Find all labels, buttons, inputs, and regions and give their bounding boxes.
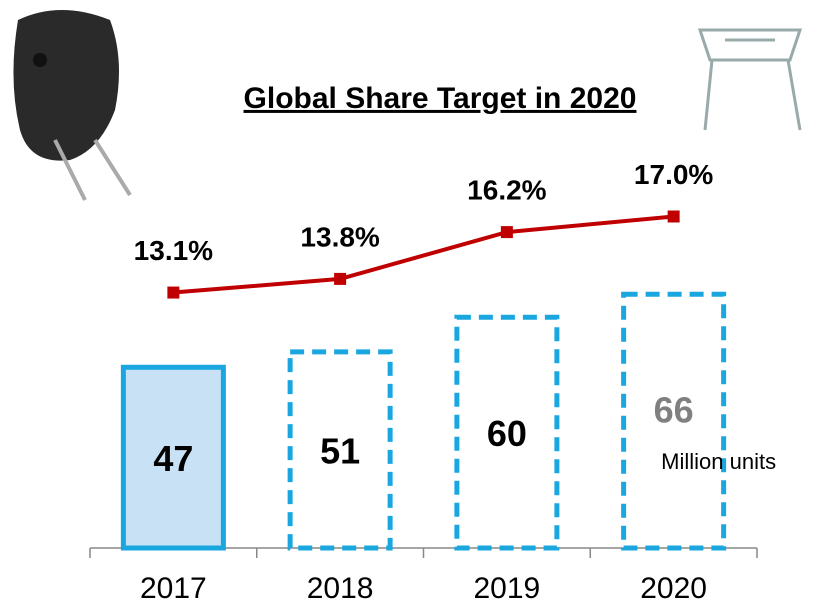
- line: [173, 214, 674, 295]
- bar: [120, 364, 226, 551]
- chart-title: Global Share Target in 2020: [244, 82, 637, 115]
- frame-image: [697, 28, 803, 131]
- unit-annotation: Million units: [661, 449, 776, 474]
- x-tick-label: 2017: [140, 572, 207, 605]
- headrest-image: [13, 10, 132, 201]
- bar-value-label: 66: [654, 390, 694, 431]
- bar-value-label: 51: [320, 430, 360, 471]
- line-marker: [667, 210, 680, 223]
- bar-value-label: 47: [153, 438, 193, 479]
- line-value-label: 16.2%: [467, 174, 546, 205]
- x-tick-label: 2019: [474, 572, 541, 605]
- line-value-label: 13.8%: [300, 221, 379, 252]
- line-marker: [167, 286, 180, 299]
- line-value-label: 13.1%: [134, 235, 213, 266]
- line-marker: [334, 272, 347, 285]
- bar: [621, 291, 727, 551]
- line-marker: [500, 226, 513, 239]
- x-tick-label: 2020: [640, 572, 707, 605]
- bar-value-label: 60: [487, 413, 527, 454]
- bar: [454, 314, 560, 551]
- x-tick-label: 2018: [307, 572, 374, 605]
- bar: [287, 349, 393, 551]
- line-value-label: 17.0%: [634, 159, 713, 190]
